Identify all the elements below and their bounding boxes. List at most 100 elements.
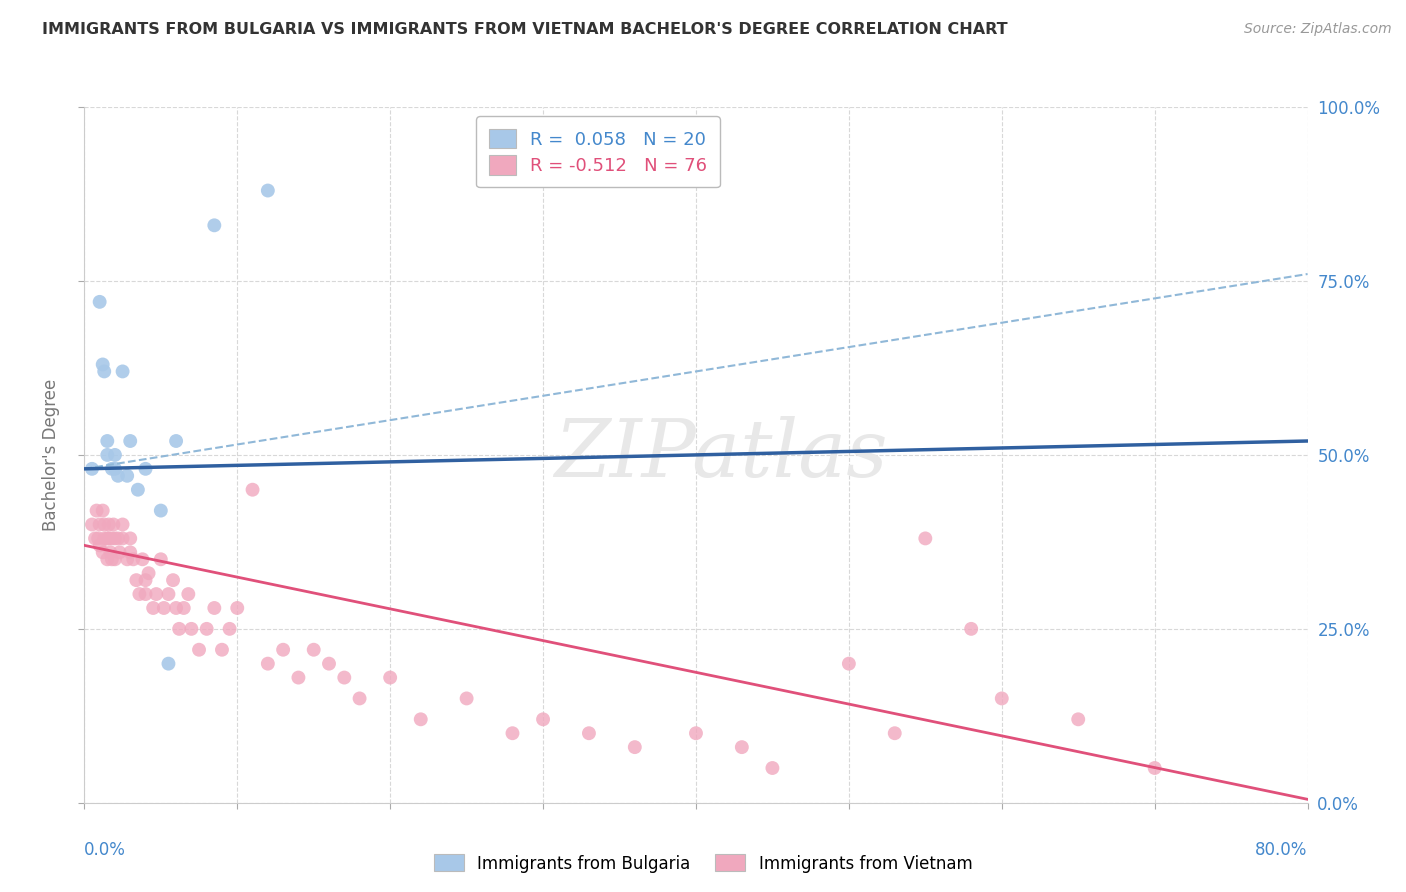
- Point: [302, 642, 325, 657]
- Legend: R =  0.058   N = 20, R = -0.512   N = 76: R = 0.058 N = 20, R = -0.512 N = 76: [477, 116, 720, 187]
- Point: [93, 364, 115, 378]
- Point: [107, 468, 129, 483]
- Point: [135, 462, 157, 476]
- Point: [91, 545, 114, 559]
- Point: [731, 740, 754, 755]
- Point: [125, 573, 148, 587]
- Point: [96, 532, 118, 546]
- Point: [115, 552, 138, 566]
- Point: [120, 545, 142, 559]
- Point: [107, 532, 129, 546]
- Point: [103, 517, 125, 532]
- Point: [101, 532, 124, 546]
- Point: [173, 601, 195, 615]
- Point: [135, 587, 157, 601]
- Point: [87, 532, 110, 546]
- Point: [211, 642, 233, 657]
- Text: Source: ZipAtlas.com: Source: ZipAtlas.com: [1244, 22, 1392, 37]
- Point: [91, 503, 114, 517]
- Text: IMMIGRANTS FROM BULGARIA VS IMMIGRANTS FROM VIETNAM BACHELOR'S DEGREE CORRELATIO: IMMIGRANTS FROM BULGARIA VS IMMIGRANTS F…: [42, 22, 1008, 37]
- Point: [165, 601, 187, 615]
- Point: [96, 552, 118, 566]
- Point: [84, 532, 107, 546]
- Point: [149, 503, 172, 517]
- Point: [180, 622, 202, 636]
- Point: [242, 483, 264, 497]
- Point: [111, 532, 134, 546]
- Point: [104, 532, 127, 546]
- Point: [135, 573, 157, 587]
- Point: [349, 691, 371, 706]
- Point: [101, 552, 124, 566]
- Point: [93, 532, 115, 546]
- Point: [883, 726, 905, 740]
- Point: [120, 434, 142, 448]
- Point: [218, 622, 240, 636]
- Point: [108, 545, 131, 559]
- Point: [89, 538, 111, 552]
- Point: [80, 517, 103, 532]
- Point: [318, 657, 340, 671]
- Point: [502, 726, 524, 740]
- Y-axis label: Bachelor's Degree: Bachelor's Degree: [42, 379, 60, 531]
- Point: [96, 448, 118, 462]
- Point: [624, 740, 647, 755]
- Point: [111, 517, 134, 532]
- Point: [138, 566, 160, 581]
- Point: [761, 761, 783, 775]
- Legend: Immigrants from Bulgaria, Immigrants from Vietnam: Immigrants from Bulgaria, Immigrants fro…: [427, 847, 979, 880]
- Point: [104, 448, 127, 462]
- Point: [120, 532, 142, 546]
- Point: [165, 434, 187, 448]
- Point: [914, 532, 936, 546]
- Point: [128, 587, 150, 601]
- Point: [115, 468, 138, 483]
- Point: [86, 503, 108, 517]
- Point: [104, 552, 127, 566]
- Point: [195, 622, 218, 636]
- Point: [456, 691, 478, 706]
- Point: [97, 517, 120, 532]
- Text: 80.0%: 80.0%: [1256, 841, 1308, 859]
- Point: [122, 552, 145, 566]
- Point: [202, 219, 225, 233]
- Point: [287, 671, 309, 685]
- Point: [257, 657, 280, 671]
- Point: [578, 726, 600, 740]
- Point: [91, 358, 114, 372]
- Point: [409, 712, 432, 726]
- Point: [991, 691, 1014, 706]
- Point: [149, 552, 172, 566]
- Point: [960, 622, 983, 636]
- Point: [167, 622, 190, 636]
- Point: [188, 642, 211, 657]
- Point: [101, 462, 124, 476]
- Point: [226, 601, 249, 615]
- Point: [257, 184, 280, 198]
- Point: [97, 532, 120, 546]
- Point: [838, 657, 860, 671]
- Point: [98, 545, 121, 559]
- Point: [145, 587, 167, 601]
- Point: [104, 462, 127, 476]
- Point: [142, 601, 165, 615]
- Point: [131, 552, 153, 566]
- Point: [177, 587, 200, 601]
- Point: [153, 601, 176, 615]
- Point: [157, 657, 180, 671]
- Point: [80, 462, 103, 476]
- Point: [380, 671, 402, 685]
- Point: [89, 517, 111, 532]
- Point: [1067, 712, 1090, 726]
- Point: [685, 726, 707, 740]
- Text: 0.0%: 0.0%: [84, 841, 127, 859]
- Point: [89, 294, 111, 309]
- Point: [271, 642, 294, 657]
- Point: [111, 364, 134, 378]
- Point: [1143, 761, 1166, 775]
- Point: [93, 517, 115, 532]
- Text: ZIPatlas: ZIPatlas: [554, 417, 887, 493]
- Point: [531, 712, 554, 726]
- Point: [202, 601, 225, 615]
- Point: [127, 483, 149, 497]
